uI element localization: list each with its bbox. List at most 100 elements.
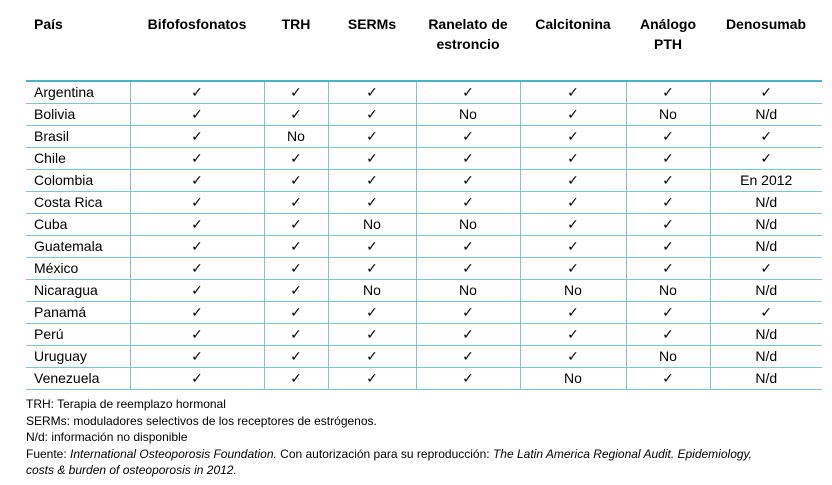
column-header-4: Ranelato de estroncio [428, 16, 508, 52]
country-cell: Guatemala [34, 238, 103, 254]
availability-cell: ✓ [415, 81, 520, 104]
table-row: Guatemala ✓ ✓ ✓ ✓ ✓ ✓ N/d [26, 235, 822, 258]
table-row: Colombia ✓ ✓ ✓ ✓ ✓ ✓ En 2012 [26, 169, 822, 192]
column-header-5: Calcitonina [535, 16, 611, 32]
country-cell: Perú [34, 326, 64, 342]
column-header-0: País [34, 16, 63, 32]
availability-cell: ✓ [263, 279, 328, 302]
availability-cell: ✓ [129, 279, 264, 302]
availability-cell: ✓ [263, 301, 328, 324]
availability-cell: ✓ [709, 81, 822, 104]
country-cell: Costa Rica [34, 194, 103, 210]
availability-cell: ✓ [263, 103, 328, 126]
availability-cell: ✓ [263, 323, 328, 346]
availability-cell: ✓ [129, 103, 264, 126]
table-row: Nicaragua ✓ ✓ No No No No N/d [26, 279, 822, 302]
availability-cell: ✓ [709, 147, 822, 170]
availability-cell: ✓ [625, 191, 710, 214]
availability-cell: ✓ [625, 213, 710, 236]
column-header-2: TRH [281, 16, 311, 32]
availability-cell: N/d [709, 279, 822, 302]
availability-cell: ✓ [327, 257, 416, 280]
availability-cell: ✓ [129, 323, 264, 346]
source-title-line2: costs & burden of osteoporosis in 2012. [26, 463, 237, 477]
availability-cell: ✓ [415, 257, 520, 280]
country-cell: Nicaragua [34, 282, 98, 298]
availability-cell: No [327, 213, 416, 236]
availability-cell: N/d [709, 235, 822, 258]
availability-cell: ✓ [519, 81, 626, 104]
availability-cell: ✓ [327, 81, 416, 104]
table-header-row: País Bifofosfonatos TRH SERMs Ranelato de es… [26, 8, 822, 81]
availability-cell: ✓ [415, 301, 520, 324]
table-row: Bolivia ✓ ✓ ✓ No ✓ No N/d [26, 103, 822, 126]
country-cell: Chile [34, 150, 66, 166]
availability-cell: N/d [709, 367, 822, 390]
availability-cell: ✓ [519, 323, 626, 346]
availability-cell: N/d [709, 103, 822, 126]
osteoporosis-drugs-table-container: País Bifofosfonatos TRH SERMs Ranelato de es… [26, 8, 826, 390]
availability-cell: ✓ [625, 125, 710, 148]
availability-cell: ✓ [327, 103, 416, 126]
availability-cell: No [415, 103, 520, 126]
availability-cell: ✓ [129, 147, 264, 170]
table-body: Argentina ✓ ✓ ✓ ✓ ✓ ✓ ✓ Bolivia ✓ ✓ ✓ No ✓ No N/d Brasil… [26, 81, 822, 390]
footnote-source: Fuente: International Osteoporosis Found… [26, 446, 826, 463]
availability-cell: ✓ [519, 345, 626, 368]
availability-cell: ✓ [415, 169, 520, 192]
availability-cell: ✓ [129, 367, 264, 390]
availability-cell: ✓ [415, 147, 520, 170]
availability-cell: ✓ [129, 213, 264, 236]
availability-cell: N/d [709, 213, 822, 236]
availability-cell: ✓ [625, 81, 710, 104]
table-row: Argentina ✓ ✓ ✓ ✓ ✓ ✓ ✓ [26, 81, 822, 104]
table-row: México ✓ ✓ ✓ ✓ ✓ ✓ ✓ [26, 257, 822, 280]
availability-cell: ✓ [519, 125, 626, 148]
country-cell: Brasil [34, 128, 70, 144]
availability-cell: ✓ [327, 301, 416, 324]
source-title-line1: The Latin America Regional Audit. Epidem… [492, 446, 752, 461]
availability-cell: ✓ [129, 257, 264, 280]
availability-cell: ✓ [327, 323, 416, 346]
availability-cell: ✓ [263, 257, 328, 280]
availability-cell: ✓ [625, 169, 710, 192]
availability-cell: ✓ [519, 191, 626, 214]
table-row: Costa Rica ✓ ✓ ✓ ✓ ✓ ✓ N/d [26, 191, 822, 214]
availability-cell: No [625, 279, 710, 302]
availability-cell: ✓ [327, 191, 416, 214]
availability-cell: ✓ [415, 191, 520, 214]
availability-cell: ✓ [263, 235, 328, 258]
availability-cell: ✓ [625, 301, 710, 324]
availability-cell: No [519, 279, 626, 302]
availability-cell: ✓ [415, 323, 520, 346]
availability-cell: ✓ [625, 147, 710, 170]
availability-cell: ✓ [129, 345, 264, 368]
source-prefix: Fuente: [26, 446, 71, 461]
table-row: Venezuela ✓ ✓ ✓ ✓ No ✓ N/d [26, 367, 822, 390]
column-header-6: Análogo PTH [640, 16, 696, 52]
availability-cell: ✓ [263, 81, 328, 104]
source-mid: Con autorización para su reproducción: [276, 446, 493, 461]
availability-cell: ✓ [519, 301, 626, 324]
footnote-serms: SERMs: moduladores selectivos de los rec… [26, 413, 377, 428]
country-cell: México [34, 260, 79, 276]
table-row: Perú ✓ ✓ ✓ ✓ ✓ ✓ N/d [26, 323, 822, 346]
availability-cell: ✓ [327, 367, 416, 390]
country-cell: Colombia [34, 172, 94, 188]
availability-cell: No [415, 279, 520, 302]
availability-cell: ✓ [519, 257, 626, 280]
availability-cell: ✓ [519, 103, 626, 126]
availability-cell: ✓ [519, 235, 626, 258]
availability-cell: ✓ [129, 81, 264, 104]
table-row: Uruguay ✓ ✓ ✓ ✓ ✓ No N/d [26, 345, 822, 368]
table-row: Cuba ✓ ✓ No No ✓ ✓ N/d [26, 213, 822, 236]
footnote-source-cont: costs & burden of osteoporosis in 2012. [26, 462, 826, 479]
table-row: Chile ✓ ✓ ✓ ✓ ✓ ✓ ✓ [26, 147, 822, 170]
drug-availability-table: País Bifofosfonatos TRH SERMs Ranelato de es… [26, 8, 822, 390]
availability-cell: ✓ [327, 147, 416, 170]
availability-cell: ✓ [519, 147, 626, 170]
availability-cell: No [519, 367, 626, 390]
availability-cell: ✓ [415, 345, 520, 368]
availability-cell: ✓ [709, 125, 822, 148]
table-footnotes: TRH: Terapia de reemplazo hormonal SERMs… [26, 396, 826, 479]
